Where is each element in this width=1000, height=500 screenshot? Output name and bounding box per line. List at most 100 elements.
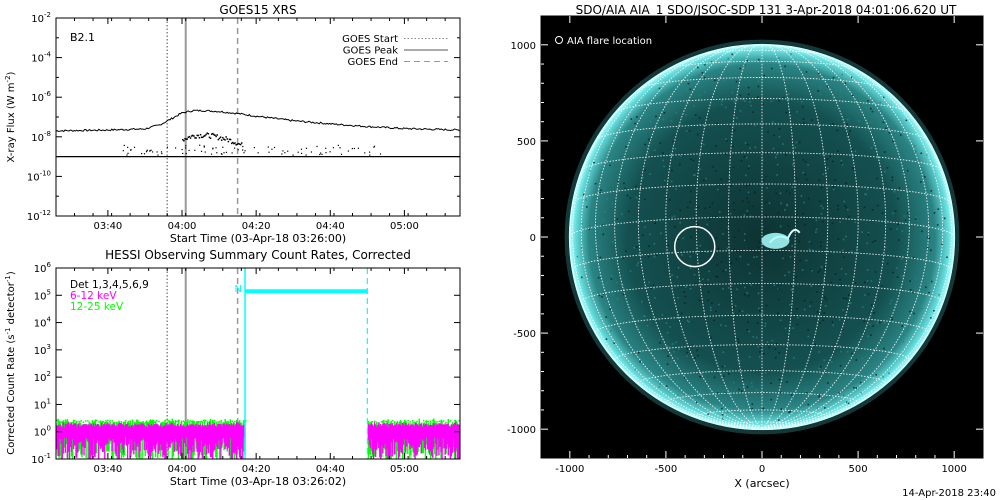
disk-speckle [927, 244, 930, 247]
heliographic-grid-line [699, 49, 825, 56]
disk-speckle [848, 91, 851, 94]
disk-speckle [799, 141, 801, 144]
disk-speckle [903, 215, 905, 217]
disk-speckle [646, 325, 649, 327]
disk-speckle [872, 325, 874, 327]
disk-speckle [687, 82, 690, 85]
disk-speckle [670, 154, 673, 157]
goes-short-channel-point [123, 144, 125, 147]
disk-speckle [746, 97, 749, 99]
disk-speckle [671, 274, 674, 277]
disk-speckle [869, 107, 872, 110]
disk-speckle [824, 305, 827, 307]
disk-speckle [831, 123, 834, 125]
disk-speckle [669, 199, 671, 201]
goes-y-tick-label: 10-12 [27, 209, 51, 223]
disk-speckle [804, 390, 807, 392]
disk-speckle [904, 219, 907, 222]
disk-speckle [623, 182, 625, 185]
disk-speckle [847, 402, 850, 405]
aia-x-tick-label: -500 [655, 464, 678, 475]
hessi-y-tick-label: 10-1 [31, 452, 51, 466]
disk-speckle [865, 193, 867, 196]
aia-legend-circle-icon [555, 36, 563, 44]
disk-speckle [658, 87, 661, 90]
disk-speckle [735, 80, 738, 83]
goes-short-channel-point [220, 153, 223, 155]
disk-speckle [909, 289, 912, 291]
disk-speckle [833, 316, 836, 318]
disk-speckle [815, 219, 818, 222]
disk-speckle [773, 134, 776, 137]
disk-speckle [602, 219, 605, 221]
goes-short-channel-point [271, 148, 273, 150]
disk-speckle [870, 280, 873, 282]
disk-speckle [796, 307, 798, 310]
goes-x-tick-label: 04:40 [316, 221, 345, 232]
disk-speckle [786, 203, 788, 206]
disk-speckle [838, 345, 841, 347]
disk-speckle [841, 73, 843, 76]
disk-speckle [898, 239, 900, 241]
heliographic-grid-line [761, 44, 859, 429]
disk-speckle [854, 282, 857, 284]
disk-speckle [778, 135, 781, 138]
heliographic-grid-line [761, 46, 910, 429]
disk-speckle [630, 118, 633, 120]
goes-short-channel-point [160, 151, 163, 153]
disk-speckle [840, 159, 843, 162]
disk-speckle [818, 351, 820, 353]
disk-speckle [941, 243, 943, 245]
disk-speckle [882, 376, 885, 378]
goes-short-channel-point [353, 147, 356, 150]
disk-speckle [679, 221, 681, 224]
disk-speckle [586, 206, 588, 208]
disk-speckle [683, 291, 686, 293]
aia-legend-label: AIA flare location [567, 36, 652, 47]
disk-speckle [807, 403, 810, 406]
disk-speckle [865, 99, 868, 102]
aia-y-tick-label: -500 [513, 329, 536, 340]
disk-speckle [785, 154, 787, 156]
limb-haze [564, 39, 960, 435]
disk-speckle [743, 214, 746, 216]
goes-short-channel-point [193, 135, 195, 137]
goes-short-channel-point [186, 138, 188, 140]
disk-speckle [738, 309, 741, 312]
goes-short-channel-point [145, 151, 148, 153]
disk-speckle [820, 186, 823, 189]
goes-short-channel-point [213, 133, 215, 136]
disk-speckle [722, 417, 724, 420]
disk-speckle [789, 192, 791, 195]
disk-speckle [609, 308, 612, 310]
disk-speckle [763, 74, 766, 77]
disk-speckle [725, 138, 727, 141]
disk-speckle [780, 202, 782, 205]
disk-speckle [747, 191, 750, 194]
goes-short-channel-point [319, 153, 321, 156]
disk-speckle [809, 305, 811, 308]
disk-speckle [805, 259, 808, 262]
disk-speckle [779, 319, 782, 322]
disk-speckle [673, 215, 676, 217]
disk-speckle [822, 207, 824, 209]
heliographic-grid-line [572, 74, 763, 429]
disk-speckle [733, 202, 735, 204]
disk-speckle [752, 336, 755, 338]
disk-speckle [701, 71, 704, 74]
goes-short-channel-point [184, 147, 187, 149]
disk-speckle [633, 246, 635, 249]
goes-short-channel-point [157, 154, 159, 156]
disk-speckle [717, 188, 719, 191]
disk-speckle [730, 262, 733, 264]
disk-speckle [635, 246, 638, 248]
goes-short-channel-point [207, 133, 210, 135]
disk-speckle [679, 209, 682, 212]
disk-speckle [717, 392, 719, 394]
disk-speckle [602, 233, 605, 236]
disk-speckle [770, 398, 773, 401]
disk-speckle [594, 182, 597, 185]
disk-speckle [802, 404, 805, 406]
disk-speckle [691, 84, 694, 87]
disk-speckle [765, 249, 768, 252]
